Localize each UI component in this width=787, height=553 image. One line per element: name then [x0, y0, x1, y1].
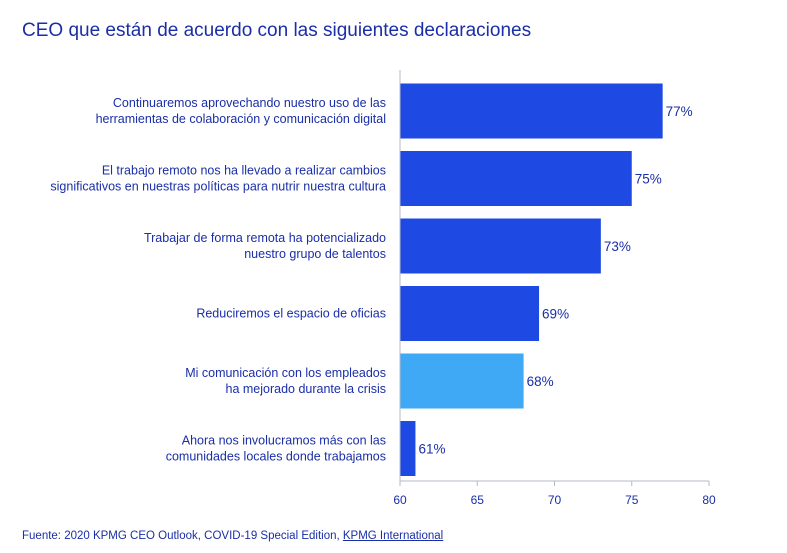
category-label: significativos en nuestras políticas par…: [50, 180, 386, 194]
category-label: comunidades locales donde trabajamos: [166, 450, 386, 464]
category-label: nuestro grupo de talentos: [244, 247, 386, 261]
bar-value-label: 73%: [604, 239, 631, 254]
source-note: Fuente: 2020 KPMG CEO Outlook, COVID-19 …: [22, 530, 443, 542]
bar-value-label: 75%: [635, 172, 662, 187]
bar-value-label: 77%: [666, 104, 693, 119]
bar-value-label: 61%: [418, 442, 445, 457]
category-label: El trabajo remoto nos ha llevado a reali…: [102, 164, 386, 178]
category-label: Reduciremos el espacio de oficias: [196, 307, 386, 321]
x-tick-label: 60: [393, 493, 407, 507]
category-label: herramientas de colaboración y comunicac…: [96, 112, 386, 126]
bar: [400, 218, 601, 274]
category-label: Continuaremos aprovechando nuestro uso d…: [113, 96, 386, 110]
category-label: Mi comunicación con los empleados: [185, 366, 386, 380]
category-label: Ahora nos involucramos más con las: [182, 434, 386, 448]
bar: [400, 286, 540, 341]
x-tick-label: 75: [625, 493, 639, 507]
source-link[interactable]: KPMG International: [342, 530, 444, 542]
chart-title: CEO que están de acuerdo con las siguien…: [22, 20, 532, 41]
bar: [400, 353, 524, 409]
bar: [400, 83, 663, 139]
x-tick-label: 70: [548, 493, 562, 507]
x-tick-label: 65: [471, 493, 485, 507]
category-label: ha mejorado durante la crisis: [226, 382, 387, 396]
bar-value-label: 69%: [542, 307, 569, 322]
category-label: Trabajar de forma remota ha potencializa…: [144, 231, 386, 245]
bar: [400, 151, 632, 206]
bar-value-label: 68%: [527, 374, 554, 389]
x-tick-label: 80: [702, 493, 716, 507]
source-text: Fuente: 2020 KPMG CEO Outlook, COVID-19 …: [22, 530, 343, 542]
bar: [400, 421, 416, 476]
